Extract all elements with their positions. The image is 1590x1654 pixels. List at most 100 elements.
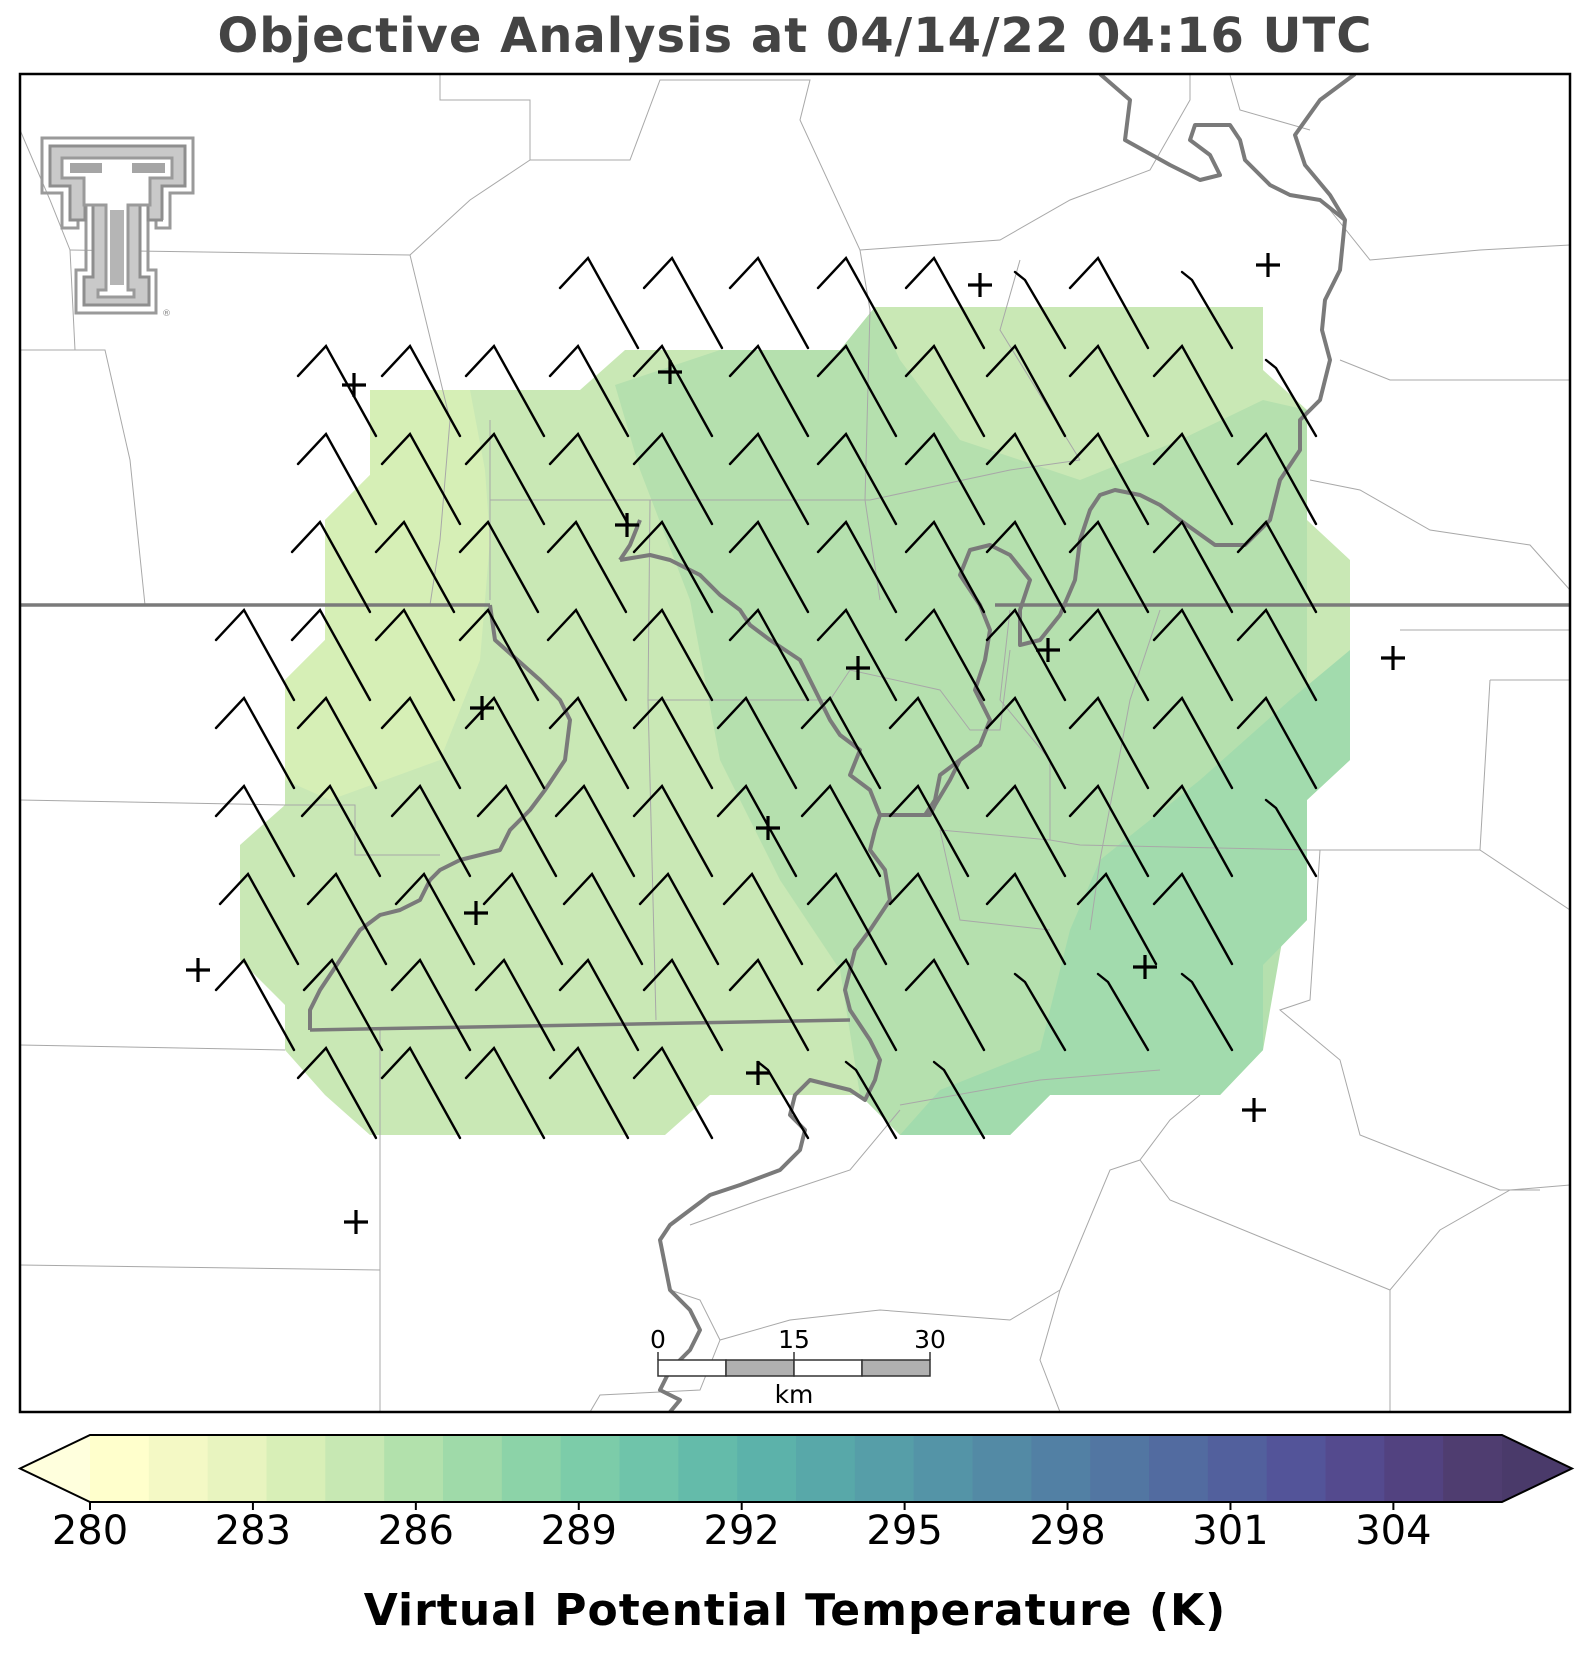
wind-barb xyxy=(482,871,564,966)
wind-barb xyxy=(756,1060,810,1140)
wind-barb xyxy=(816,519,898,614)
scale-unit: km xyxy=(775,1380,814,1409)
scale-tick-0: 0 xyxy=(650,1325,666,1354)
wind-barb xyxy=(888,783,970,878)
wind-barb xyxy=(728,519,810,614)
wind-barb xyxy=(816,957,898,1052)
scale-bar: 0 15 30 km xyxy=(650,1325,946,1409)
station-marker xyxy=(344,1210,368,1234)
wind-barb xyxy=(904,343,986,438)
wind-barb xyxy=(290,519,372,614)
wind-barb xyxy=(1152,607,1234,702)
wind-barb xyxy=(296,431,378,526)
wind-barb xyxy=(985,343,1067,438)
wind-barb xyxy=(632,519,714,614)
colorbar-bin xyxy=(266,1435,326,1502)
wind-barb xyxy=(1096,972,1150,1052)
wind-barb xyxy=(548,431,630,526)
wind-barb xyxy=(1264,798,1318,878)
station-marker xyxy=(968,273,992,297)
wind-barb xyxy=(1076,871,1158,966)
wind-barb xyxy=(374,607,456,702)
wind-barb xyxy=(214,607,296,702)
wind-barb xyxy=(1180,972,1234,1052)
colorbar-tick-label: 298 xyxy=(1029,1508,1106,1554)
colorbar-bin xyxy=(207,1435,268,1502)
wind-barb xyxy=(464,695,546,790)
station-marker xyxy=(1036,638,1060,662)
scale-tick-15: 15 xyxy=(778,1325,810,1354)
colorbar-bin xyxy=(1207,1435,1268,1502)
wind-barb xyxy=(464,1045,546,1140)
colorbar-bin xyxy=(1090,1435,1150,1502)
wind-barb xyxy=(476,783,558,878)
wind-barb xyxy=(642,957,724,1052)
wind-barb xyxy=(300,783,382,878)
colorbar-tick-label: 304 xyxy=(1355,1508,1432,1554)
colorbar-bin xyxy=(1149,1435,1209,1502)
wind-barb xyxy=(464,431,546,526)
wind-barb xyxy=(558,957,640,1052)
wind-barb xyxy=(904,519,986,614)
wind-barb xyxy=(548,695,630,790)
colorbar-bin xyxy=(384,1435,444,1502)
wind-barb xyxy=(888,871,970,966)
colorbar-bin xyxy=(619,1435,679,1502)
colorbar-tick-label: 286 xyxy=(377,1508,455,1554)
wind-barb xyxy=(1152,783,1234,878)
wind-barb xyxy=(548,343,630,438)
wind-barb xyxy=(1152,871,1234,966)
wind-barb xyxy=(296,1045,378,1140)
wind-barb xyxy=(904,607,986,702)
wind-barb xyxy=(1068,783,1150,878)
wind-barb xyxy=(816,431,898,526)
colorbar-tick-label: 289 xyxy=(540,1508,617,1554)
wind-barb xyxy=(458,519,540,614)
station-marker xyxy=(846,656,870,680)
wind-barb xyxy=(642,255,724,350)
colorbar-bin xyxy=(325,1435,385,1502)
wind-barb xyxy=(214,695,296,790)
wind-barb xyxy=(546,607,628,702)
colorbar-bin xyxy=(1325,1435,1385,1502)
wind-barb xyxy=(374,519,456,614)
wind-barb xyxy=(800,783,882,878)
colorbar-bin xyxy=(560,1435,621,1502)
texas-tech-logo: ® xyxy=(40,136,195,319)
colorbar-tick-label: 283 xyxy=(214,1508,292,1554)
wind-barbs xyxy=(214,255,1318,1140)
colorbar xyxy=(17,1434,1575,1510)
wind-barb xyxy=(1013,270,1067,350)
wind-barb xyxy=(458,607,540,702)
scale-tick-30: 30 xyxy=(914,1325,946,1354)
wind-barb xyxy=(380,695,462,790)
colorbar-bin xyxy=(913,1435,974,1502)
wind-barb xyxy=(800,695,882,790)
wind-barb xyxy=(548,1045,630,1140)
wind-barb xyxy=(1068,343,1150,438)
wind-barb xyxy=(214,783,296,878)
wind-barb xyxy=(985,519,1067,614)
map-title: Objective Analysis at 04/14/22 04:16 UTC xyxy=(217,8,1373,64)
wind-barb xyxy=(546,519,628,614)
field-region-warm xyxy=(900,650,1350,1135)
wind-barb xyxy=(380,1045,462,1140)
field-region-cool xyxy=(285,390,490,800)
wind-barb xyxy=(464,343,546,438)
wind-barb xyxy=(1068,431,1150,526)
wind-barb xyxy=(722,871,804,966)
wind-barb xyxy=(728,255,810,350)
station-marker xyxy=(1242,1098,1266,1122)
wind-barb xyxy=(1068,255,1150,350)
colorbar-bin xyxy=(443,1435,503,1502)
wind-barb xyxy=(1236,431,1318,526)
svg-text:®: ® xyxy=(162,309,171,319)
wind-barb xyxy=(296,695,378,790)
colorbar-tick-label: 280 xyxy=(51,1508,129,1554)
wind-barb xyxy=(474,957,556,1052)
temperature-field xyxy=(240,307,1350,1135)
wind-barb xyxy=(728,431,810,526)
wind-barb xyxy=(632,1045,714,1140)
wind-barb xyxy=(554,783,636,878)
